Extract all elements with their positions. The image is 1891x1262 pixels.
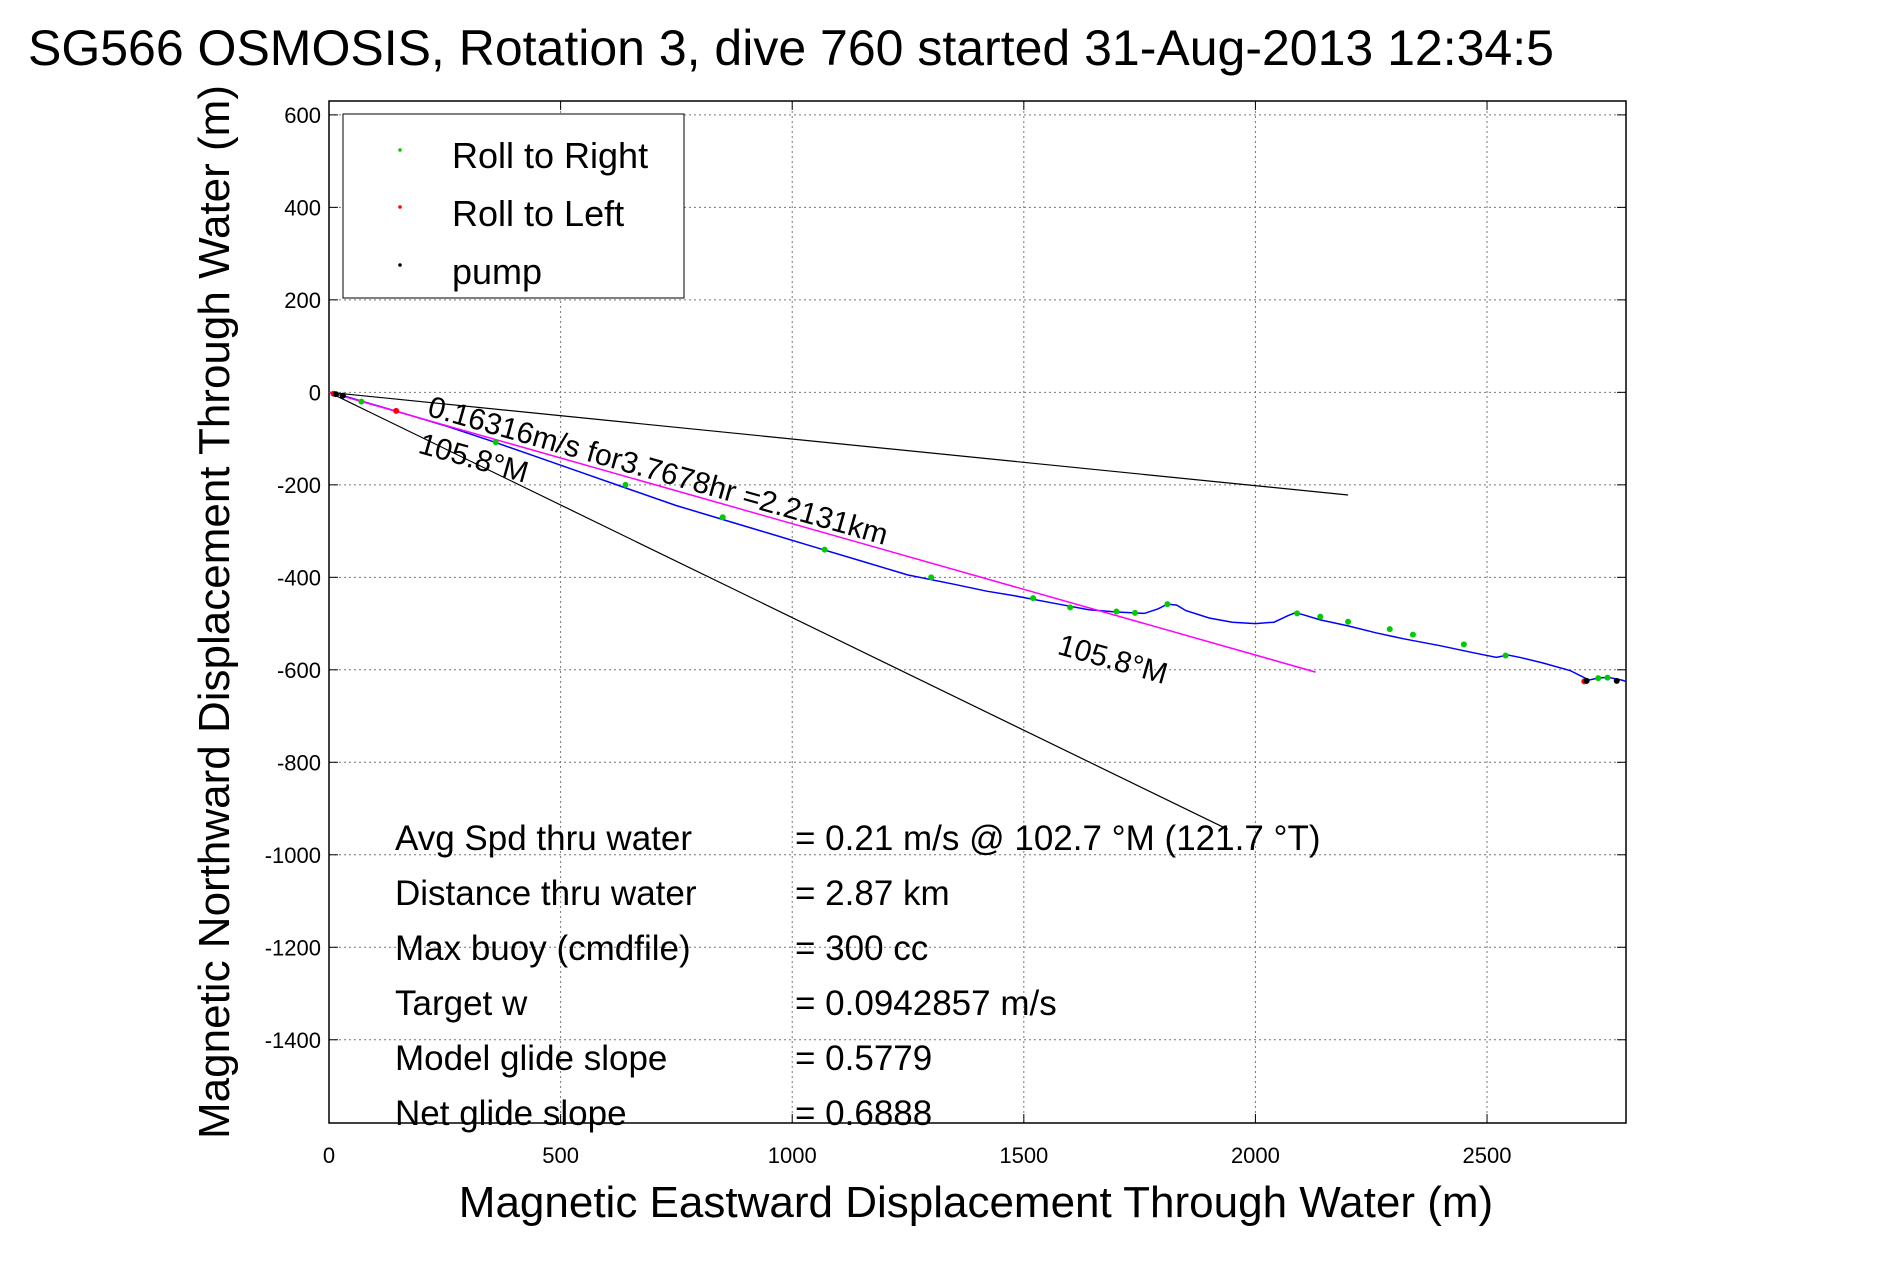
roll-right-marker: [1317, 613, 1324, 620]
roll-right-marker: [1460, 641, 1467, 648]
stat-value: = 0.0942857 m/s: [795, 984, 1057, 1023]
legend-label-roll-left: Roll to Left: [452, 193, 624, 234]
roll-right-marker: [1113, 608, 1120, 615]
stat-label: Max buoy (cmdfile): [395, 929, 691, 968]
roll-right-marker: [1067, 604, 1074, 611]
x-tick-label: 500: [542, 1143, 579, 1168]
stats-group: Avg Spd thru water = 0.21 m/s @ 102.7 °M …: [395, 819, 1321, 1133]
roll-right-marker: [928, 574, 935, 581]
y-tick-label: 0: [309, 380, 321, 405]
x-tick-label: 2500: [1463, 1143, 1512, 1168]
stat-label: Target w: [395, 984, 528, 1023]
stat-value: = 0.6888: [795, 1094, 932, 1133]
plot-frame: [328, 100, 1627, 1124]
roll-right-marker: [1595, 675, 1602, 682]
roll-right-marker: [1409, 631, 1416, 638]
y-tick-label: -200: [277, 473, 321, 498]
legend-marker-pump: [398, 263, 402, 267]
roll-right-marker: [1604, 674, 1611, 681]
x-tick-label: 1500: [999, 1143, 1048, 1168]
stat-value: = 2.87 km: [795, 874, 950, 913]
roll-right-marker: [1131, 609, 1138, 616]
legend-label-pump: pump: [452, 251, 542, 292]
stat-value: = 0.5779: [795, 1039, 932, 1078]
roll-right-marker: [492, 439, 499, 446]
roll-right-marker: [1030, 595, 1037, 602]
legend-marker-roll-right: [398, 148, 402, 152]
roll-right-marker: [1164, 601, 1171, 608]
y-tick-label: -800: [277, 750, 321, 775]
legend-marker-roll-left: [398, 205, 402, 209]
roll-right-marker: [719, 514, 726, 521]
roll-right-marker: [1386, 626, 1393, 633]
y-tick-label: 400: [284, 195, 321, 220]
y-tick-label: -1200: [265, 935, 321, 960]
y-axis-label: Magnetic Northward Displacement Through …: [190, 85, 239, 1139]
net-displacement-line: [328, 391, 1316, 673]
roll-left-marker: [393, 407, 400, 414]
pump-marker: [339, 392, 346, 399]
stat-value: = 0.21 m/s @ 102.7 °M (121.7 °T): [795, 819, 1321, 858]
reference-line: [328, 391, 1349, 496]
pump-marker: [332, 391, 339, 398]
reference-lines: [328, 391, 1349, 830]
reference-line: [328, 391, 1228, 830]
x-tick-label: 0: [323, 1143, 335, 1168]
pump-marker: [1613, 677, 1620, 684]
stat-value: = 300 cc: [795, 929, 928, 968]
x-tick-label: 1000: [768, 1143, 817, 1168]
roll-right-marker: [821, 546, 828, 553]
pump-marker: [1583, 677, 1590, 684]
stat-label: Distance thru water: [395, 874, 697, 913]
roll-right-marker: [622, 481, 629, 488]
axis-ticks: 0 500 1000 1500 2000 25006004002000-200-400-6…: [265, 101, 1626, 1168]
legend: Roll to Right Roll to Left pump: [342, 113, 685, 299]
roll-right-marker: [1294, 610, 1301, 617]
stat-label: Net glide slope: [395, 1094, 627, 1133]
y-tick-label: -1000: [265, 843, 321, 868]
stat-label: Model glide slope: [395, 1039, 667, 1078]
y-tick-label: -400: [277, 565, 321, 590]
legend-label-roll-right: Roll to Right: [452, 135, 648, 176]
roll-right-marker: [1345, 618, 1352, 625]
stat-label: Avg Spd thru water: [395, 819, 692, 858]
x-axis-label: Magnetic Eastward Displacement Through W…: [459, 1178, 1493, 1227]
y-tick-label: 600: [284, 103, 321, 128]
roll-right-marker: [358, 398, 365, 405]
x-tick-label: 2000: [1231, 1143, 1280, 1168]
y-tick-label: -600: [277, 658, 321, 683]
chart-title: SG566 OSMOSIS, Rotation 3, dive 760 star…: [28, 20, 1554, 76]
roll-right-marker: [1502, 652, 1509, 659]
y-tick-label: -1400: [265, 1028, 321, 1053]
markers-group: [330, 390, 1620, 685]
y-tick-label: 200: [284, 288, 321, 313]
